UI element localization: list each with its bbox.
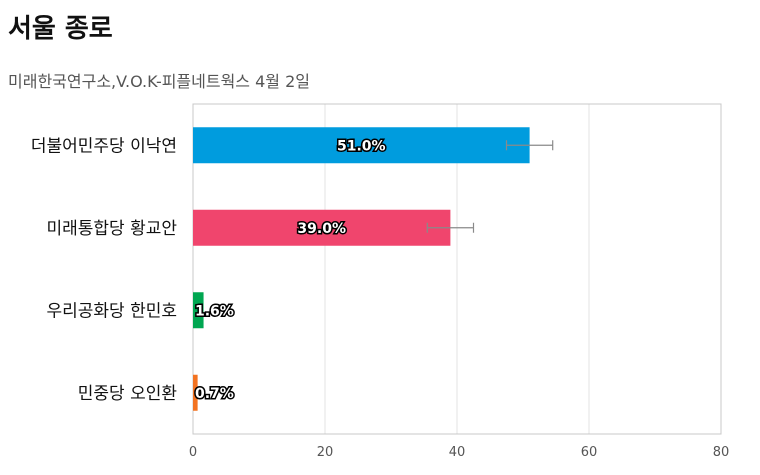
plot-area-frame — [192, 103, 722, 435]
category-label: 우리공화당 한민호 — [46, 301, 177, 321]
data-label: 0.7% — [195, 386, 234, 402]
x-tick-label: 60 — [581, 445, 598, 460]
data-label: 51.0% — [337, 138, 386, 154]
x-tick-label: 40 — [449, 445, 466, 460]
category-label: 더불어민주당 이낙연 — [31, 136, 177, 156]
bar — [193, 209, 451, 246]
data-label: 1.6% — [195, 303, 234, 319]
bar — [193, 292, 204, 329]
x-tick-label: 0 — [189, 445, 197, 460]
x-tick-label: 80 — [713, 445, 730, 460]
chart-subtitle: 미래한국연구소,V.O.K-피플네트웍스 4월 2일 — [8, 72, 311, 91]
bar — [193, 374, 198, 411]
chart-title: 서울 종로 — [8, 14, 113, 44]
category-label: 민중당 오인환 — [78, 384, 177, 404]
data-label: 39.0% — [297, 221, 346, 237]
x-tick-label: 20 — [317, 445, 334, 460]
category-label: 미래통합당 황교안 — [46, 219, 177, 239]
bar — [193, 127, 530, 164]
